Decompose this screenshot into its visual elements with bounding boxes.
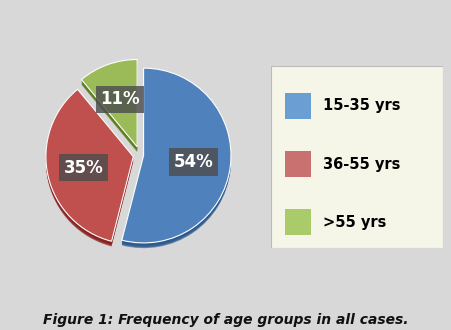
Wedge shape: [46, 94, 133, 247]
Text: 15-35 yrs: 15-35 yrs: [322, 98, 399, 114]
Wedge shape: [46, 90, 133, 242]
Text: Figure 1: Frequency of age groups in all cases.: Figure 1: Frequency of age groups in all…: [43, 313, 408, 327]
Wedge shape: [46, 91, 133, 243]
Wedge shape: [122, 73, 230, 248]
Text: 36-55 yrs: 36-55 yrs: [322, 156, 399, 172]
Text: 54%: 54%: [174, 153, 213, 171]
Wedge shape: [81, 60, 137, 148]
Wedge shape: [122, 71, 230, 246]
Wedge shape: [122, 68, 230, 243]
FancyBboxPatch shape: [284, 209, 310, 235]
FancyBboxPatch shape: [284, 93, 310, 119]
Wedge shape: [81, 59, 137, 147]
Wedge shape: [81, 63, 137, 150]
Wedge shape: [122, 70, 230, 245]
FancyBboxPatch shape: [284, 151, 310, 177]
Wedge shape: [122, 68, 230, 243]
Wedge shape: [81, 62, 137, 150]
Wedge shape: [81, 62, 137, 149]
Wedge shape: [81, 64, 137, 151]
Wedge shape: [122, 70, 230, 245]
Wedge shape: [122, 73, 230, 248]
Text: >55 yrs: >55 yrs: [322, 214, 385, 230]
Wedge shape: [46, 93, 133, 245]
Text: 11%: 11%: [100, 90, 139, 108]
Text: 35%: 35%: [64, 159, 103, 177]
Wedge shape: [122, 72, 230, 247]
Wedge shape: [81, 59, 137, 147]
FancyBboxPatch shape: [271, 66, 442, 248]
Wedge shape: [46, 89, 133, 241]
Wedge shape: [81, 65, 137, 152]
Wedge shape: [81, 61, 137, 148]
Wedge shape: [46, 91, 133, 244]
Wedge shape: [46, 92, 133, 244]
Wedge shape: [122, 69, 230, 244]
Wedge shape: [46, 89, 133, 241]
Wedge shape: [46, 94, 133, 246]
